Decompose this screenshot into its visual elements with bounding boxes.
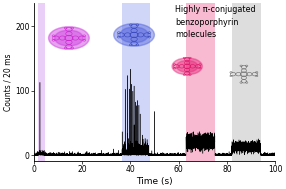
Bar <box>232 3 261 161</box>
Bar <box>37 3 45 161</box>
Ellipse shape <box>120 27 148 43</box>
Ellipse shape <box>114 24 154 46</box>
Bar <box>122 3 150 161</box>
Bar <box>186 3 215 161</box>
Y-axis label: Counts / 20 ms: Counts / 20 ms <box>3 53 13 111</box>
X-axis label: Time (s): Time (s) <box>136 177 173 186</box>
Ellipse shape <box>114 24 154 46</box>
Ellipse shape <box>176 60 198 72</box>
Text: Highly π-conjugated
benzoporphyrin
molecules: Highly π-conjugated benzoporphyrin molec… <box>175 5 256 39</box>
Ellipse shape <box>49 27 89 49</box>
Ellipse shape <box>55 30 83 46</box>
Ellipse shape <box>55 30 83 46</box>
Ellipse shape <box>49 27 89 49</box>
Ellipse shape <box>120 27 148 43</box>
Ellipse shape <box>172 58 202 74</box>
Ellipse shape <box>177 60 198 72</box>
Ellipse shape <box>172 58 202 75</box>
